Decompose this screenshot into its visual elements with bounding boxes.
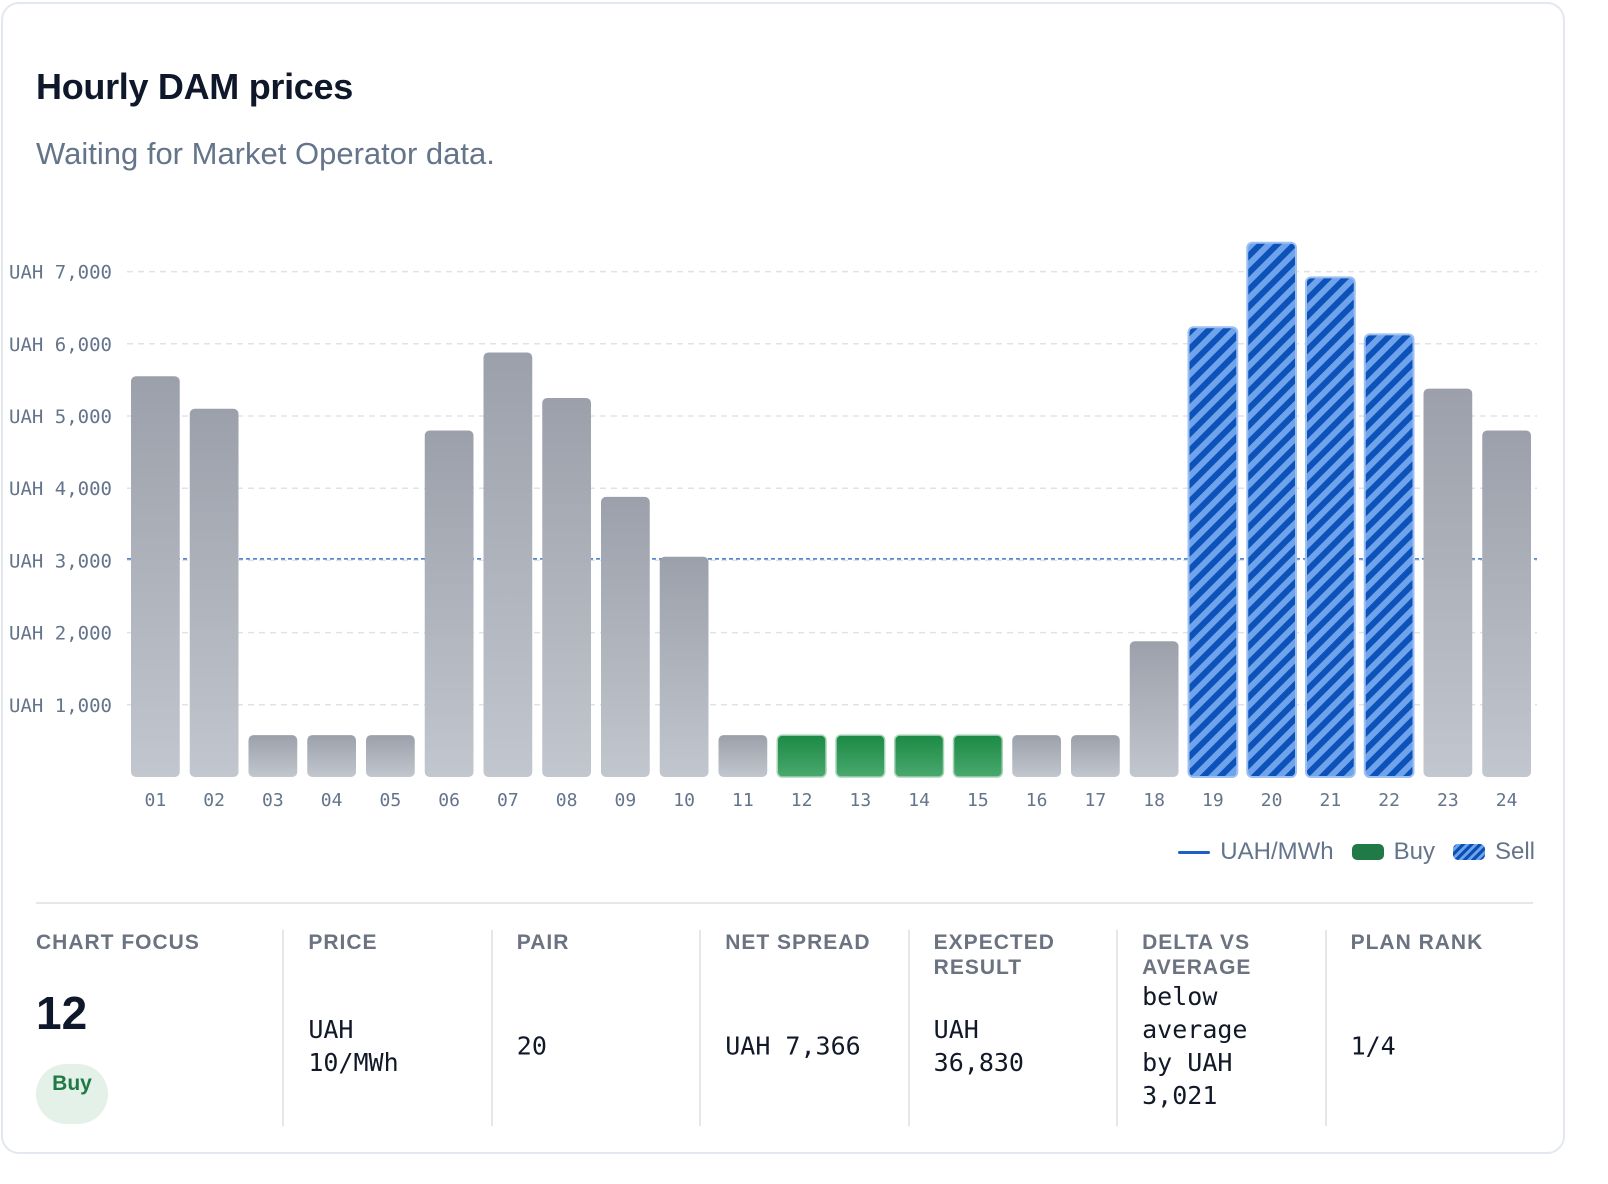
bar-hour-18 (1129, 641, 1179, 777)
bars (131, 241, 1531, 779)
bar-hour-22 (1363, 333, 1415, 778)
stat-label: NET SPREAD (725, 931, 871, 954)
stat-net-spread: NET SPREAD UAH 7,366 (699, 930, 907, 1126)
stat-delta-vs-average: DELTA VS AVERAGE below average by UAH 3,… (1116, 930, 1324, 1126)
x-axis-ticks: 01 02 03 04 05 06 07 08 09 10 11 12 13 14 15 16 17 18 19 20… (145, 790, 1518, 811)
y-tick-label: UAH 5,000 (9, 406, 112, 428)
x-tick-label: 09 (615, 790, 637, 811)
legend-sell-swatch (1452, 844, 1485, 860)
legend-item-price[interactable]: UAH/MWh (1178, 838, 1334, 866)
stat-value: below average by UAH 3,021 (1142, 982, 1248, 1110)
stats-row: CHART FOCUS 12 Buy PRICE UAH 10/MWh PAIR… (36, 930, 1533, 1126)
y-axis-ticks: UAH 1,000 UAH 2,000 UAH 3,000 UAH 4,000 UAH … (9, 262, 112, 717)
bar-hour-16 (1012, 735, 1061, 777)
stat-label: DELTA VS AVERAGE (1142, 931, 1252, 979)
x-tick-label: 23 (1437, 790, 1459, 811)
bar-hour-03 (248, 735, 298, 777)
x-tick-label: 10 (673, 790, 695, 811)
bar-hour-02 (189, 408, 239, 777)
price-bar-chart: UAH 1,000 UAH 2,000 UAH 3,000 UAH 4,000 UAH … (9, 241, 1537, 811)
stat-expected-result: EXPECTED RESULT UAH 36,830 (907, 930, 1116, 1126)
stat-pair: PAIR 20 (490, 930, 699, 1126)
bar-hour-23 (1423, 388, 1473, 777)
x-tick-label: 19 (1202, 790, 1224, 811)
bar-hour-21 (1305, 276, 1356, 778)
stat-label: PRICE (308, 931, 378, 954)
x-tick-label: 06 (438, 790, 460, 811)
bar-hour-12 (776, 734, 827, 778)
dam-prices-card: Hourly DAM prices Waiting for Market Ope… (1, 2, 1565, 1154)
x-tick-label: 03 (262, 790, 284, 811)
x-tick-label: 13 (850, 790, 872, 811)
bar-hour-15 (952, 734, 1003, 778)
stat-value: 1/4 (1350, 1031, 1396, 1061)
stat-value: UAH 7,366 (725, 1031, 861, 1061)
y-tick-label: UAH 4,000 (9, 478, 112, 500)
bar-hour-04 (307, 735, 356, 777)
x-tick-label: 15 (967, 790, 989, 811)
legend-item-buy[interactable]: Buy (1351, 838, 1435, 866)
x-tick-label: 08 (556, 790, 578, 811)
x-tick-label: 02 (203, 790, 225, 811)
legend-label-buy: Buy (1393, 838, 1435, 865)
stat-chart-focus: CHART FOCUS 12 Buy (36, 930, 282, 1126)
legend-label-sell: Sell (1494, 838, 1535, 865)
x-tick-label: 14 (908, 790, 930, 811)
bar-hour-19 (1187, 326, 1239, 778)
y-tick-label: UAH 7,000 (9, 262, 112, 284)
x-tick-label: 21 (1320, 790, 1342, 811)
stat-label: PAIR (516, 931, 570, 954)
chart-legend: UAH/MWh Buy Sell (1178, 838, 1535, 866)
stat-label: EXPECTED RESULT (933, 931, 1055, 979)
stat-label: PLAN RANK (1350, 931, 1484, 954)
x-tick-label: 12 (791, 790, 813, 811)
x-tick-label: 16 (1026, 790, 1048, 811)
bar-hour-08 (542, 397, 591, 777)
x-tick-label: 17 (1085, 790, 1107, 811)
x-tick-label: 24 (1496, 790, 1518, 811)
bar-hour-13 (835, 734, 886, 778)
card-subtitle: Waiting for Market Operator data. (36, 136, 495, 171)
bar-hour-14 (894, 734, 945, 778)
legend-item-sell[interactable]: Sell (1452, 838, 1535, 866)
bar-hour-09 (601, 496, 650, 777)
card-title: Hourly DAM prices (36, 66, 353, 107)
legend-line-swatch (1178, 850, 1211, 854)
x-tick-label: 22 (1378, 790, 1400, 811)
stat-price: PRICE UAH 10/MWh (282, 930, 490, 1126)
bar-hour-24 (1482, 430, 1531, 777)
bar-hour-17 (1071, 735, 1120, 777)
y-tick-label: UAH 6,000 (9, 334, 112, 356)
bar-hour-07 (483, 352, 533, 777)
stats-divider (36, 902, 1533, 904)
legend-buy-swatch (1351, 844, 1384, 860)
x-tick-label: 01 (145, 790, 167, 811)
stat-label: CHART FOCUS (36, 931, 200, 954)
bar-hour-06 (424, 430, 474, 777)
focus-hour: 12 (36, 987, 88, 1039)
bar-hour-01 (131, 376, 180, 777)
stat-value: 20 (516, 1031, 547, 1061)
x-tick-label: 07 (497, 790, 519, 811)
x-tick-label: 18 (1143, 790, 1165, 811)
x-tick-label: 04 (321, 790, 343, 811)
bar-hour-05 (366, 735, 415, 777)
x-tick-label: 11 (732, 790, 754, 811)
x-tick-label: 05 (380, 790, 402, 811)
status-badge: Buy (36, 1064, 108, 1124)
y-tick-label: UAH 1,000 (9, 695, 112, 717)
y-tick-label: UAH 2,000 (9, 623, 112, 645)
bar-hour-11 (718, 735, 768, 777)
stat-value: UAH 10/MWh (308, 1015, 399, 1077)
stat-value: UAH 36,830 (933, 1015, 1024, 1077)
bar-hour-10 (659, 556, 709, 777)
bar-hour-20 (1246, 241, 1297, 779)
grid-lines (127, 270, 1537, 706)
x-tick-label: 20 (1261, 790, 1283, 811)
legend-label-price: UAH/MWh (1220, 838, 1334, 865)
stat-plan-rank: PLAN RANK 1/4 (1324, 930, 1533, 1126)
y-tick-label: UAH 3,000 (9, 550, 112, 572)
